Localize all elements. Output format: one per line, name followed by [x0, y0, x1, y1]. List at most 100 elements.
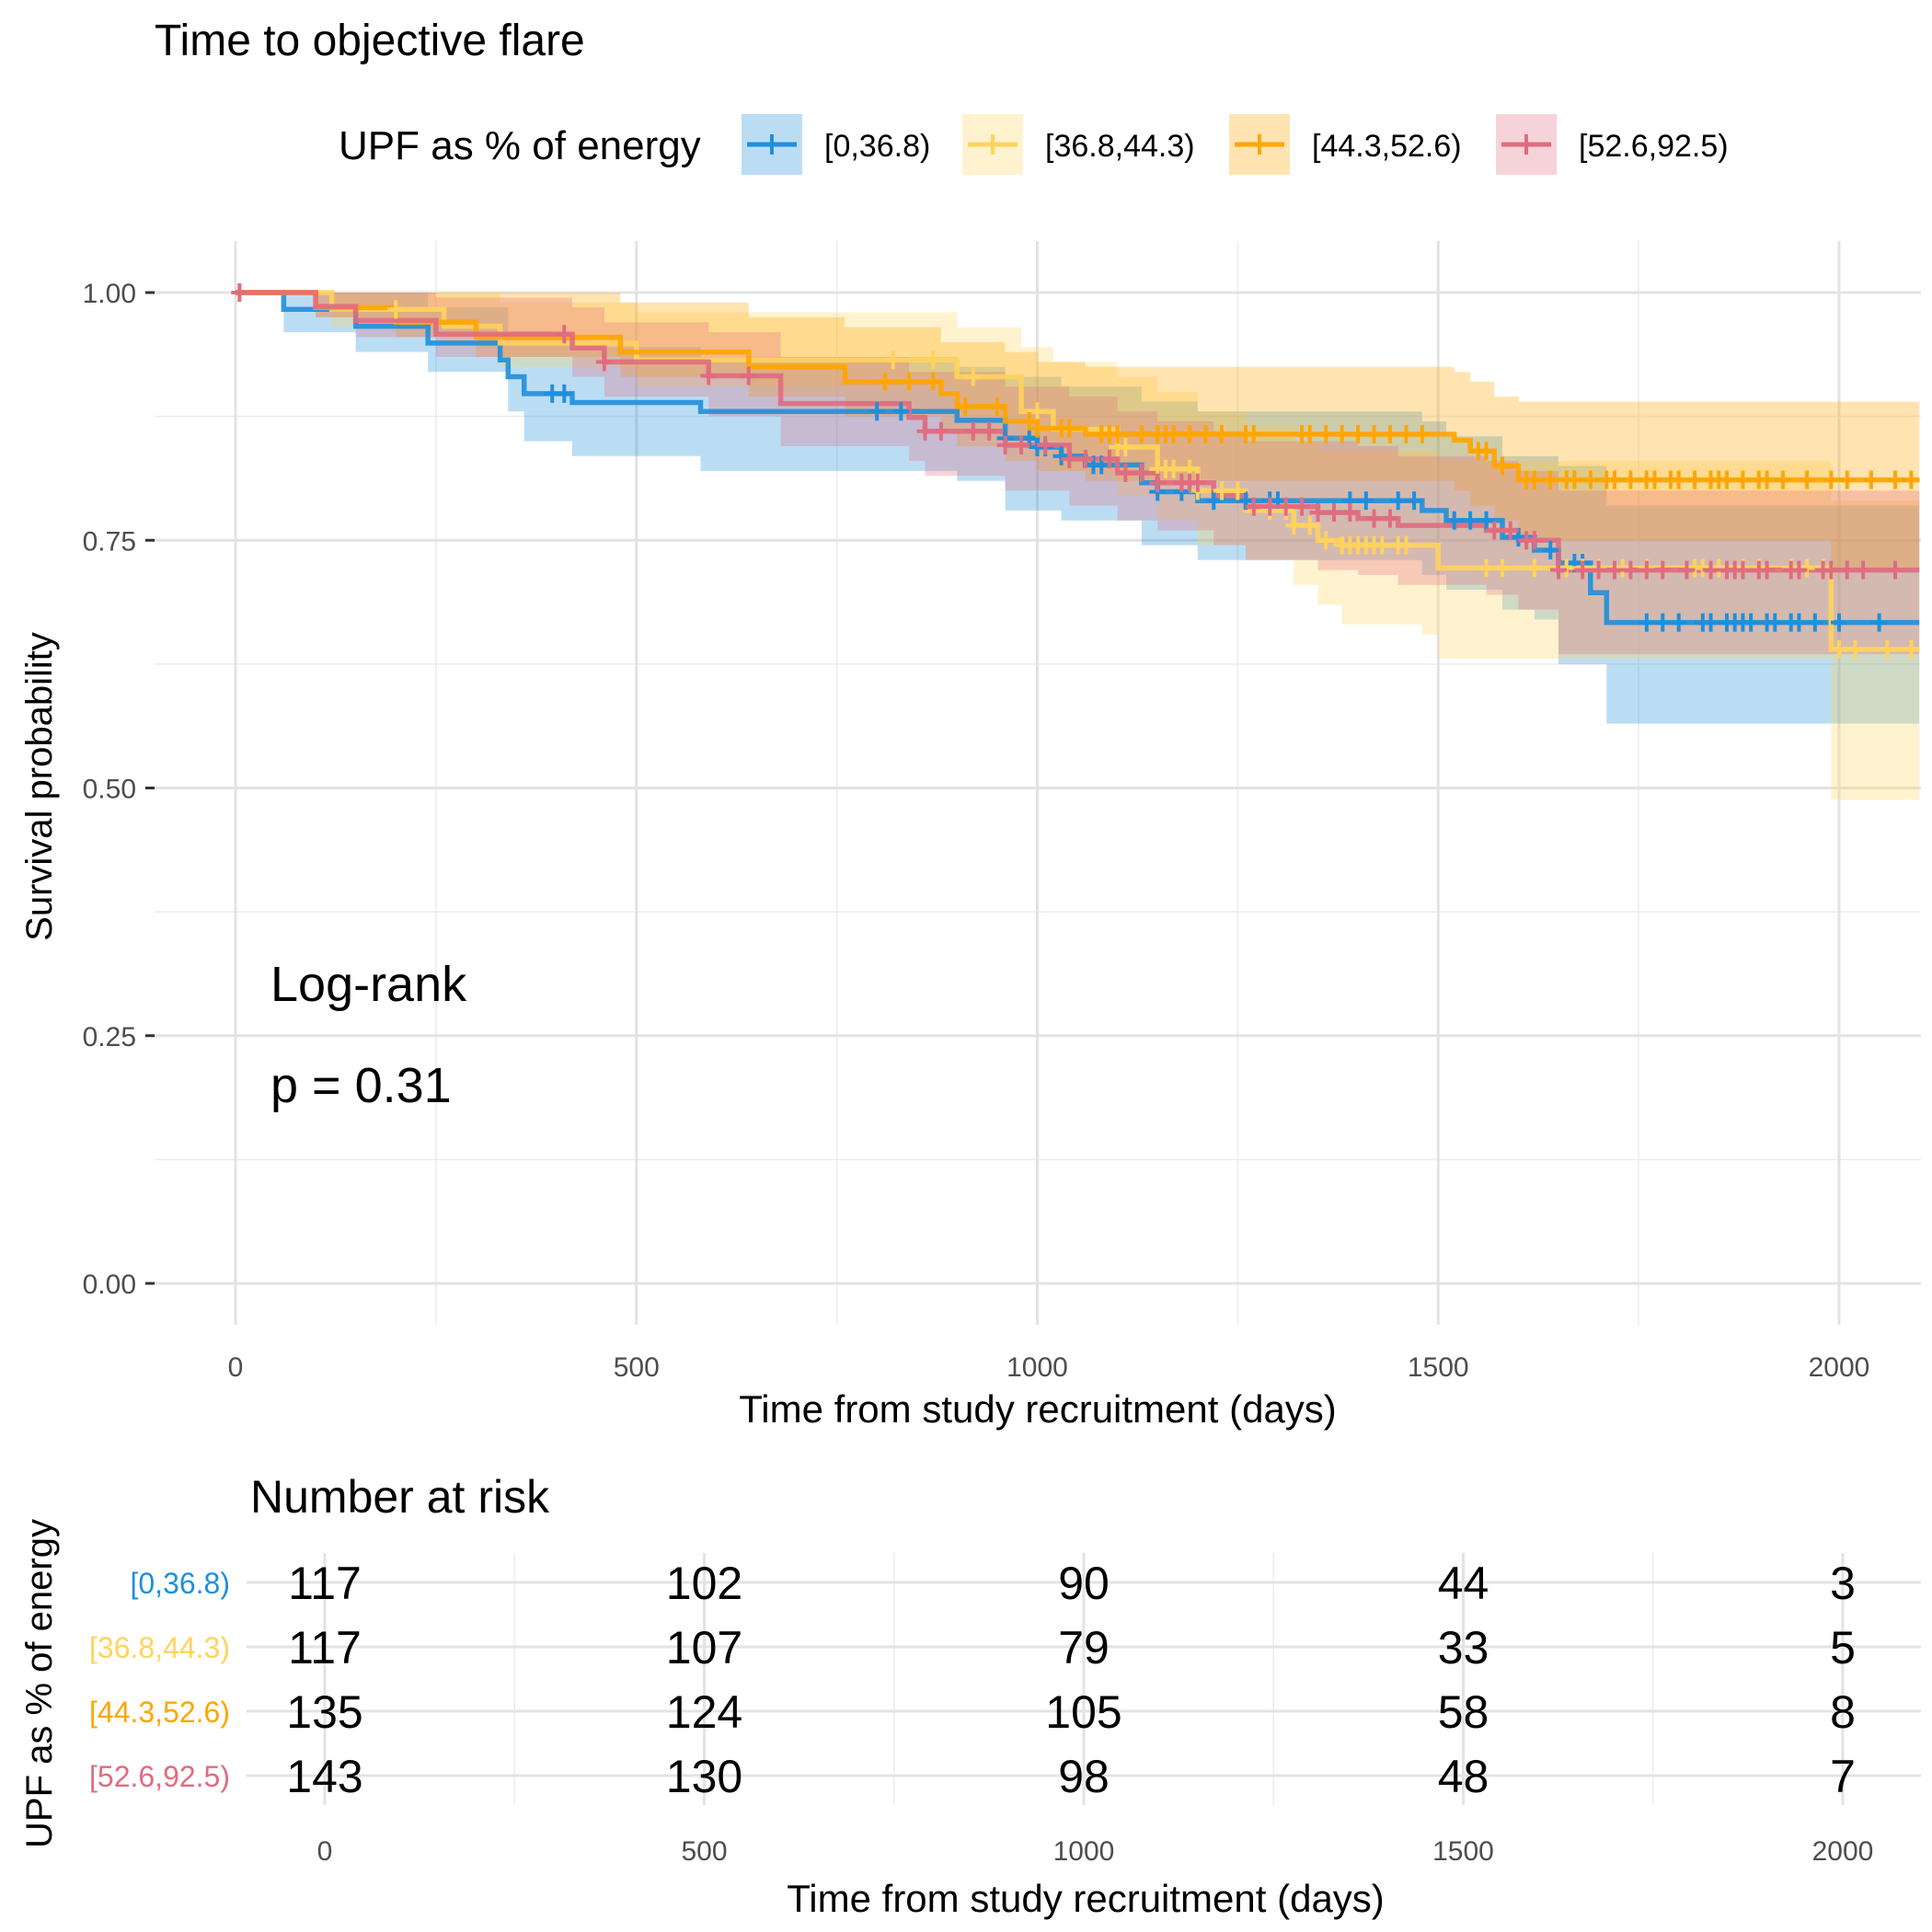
- censor-mark-52-6-92-5: [1758, 560, 1776, 580]
- risk-count-52-6-92-5: 98: [1058, 1751, 1110, 1802]
- censor-mark-44-3-52-6: [1029, 419, 1046, 438]
- censor-mark-0-36-8: [1478, 511, 1495, 530]
- censor-mark-52-6-92-5: [1133, 464, 1150, 483]
- censor-mark-52-6-92-5: [981, 421, 998, 441]
- risk-x-tick-label: 1500: [1432, 1836, 1494, 1867]
- risk-count-44-3-52-6: 124: [666, 1686, 742, 1738]
- censor-mark-52-6-92-5: [916, 421, 934, 441]
- censor-mark-52-6-92-5: [1823, 560, 1840, 580]
- censor-mark-52-6-92-5: [1549, 560, 1567, 580]
- censor-mark-44-3-52-6: [1823, 470, 1840, 489]
- x-tick-label: 1500: [1408, 1352, 1469, 1383]
- y-tick-label: 0.25: [83, 1022, 136, 1052]
- risk-count-44-3-52-6: 105: [1045, 1686, 1121, 1738]
- legend-label-52-6-92-5: [52.6,92.5): [1579, 129, 1729, 164]
- risk-count-0-36-8: 44: [1438, 1558, 1489, 1609]
- censor-mark-52-6-92-5: [1341, 503, 1359, 523]
- censor-mark-52-6-92-5: [556, 325, 573, 344]
- censor-mark-44-3-52-6: [1350, 425, 1367, 444]
- risk-table-x-axis: 0 500 1000 1500 2000: [317, 1836, 1874, 1867]
- censor-mark-36-8-44-3: [1301, 516, 1318, 535]
- censor-mark-44-3-52-6: [1566, 470, 1583, 489]
- x-tick-label: 0: [228, 1352, 244, 1383]
- censor-mark-44-3-52-6: [1397, 425, 1415, 444]
- x-tick-label: 500: [614, 1352, 660, 1383]
- censor-mark-44-3-52-6: [901, 372, 918, 391]
- censor-mark-0-36-8: [892, 402, 910, 421]
- censor-mark-52-6-92-5: [1678, 560, 1696, 580]
- censor-mark-44-3-52-6: [1622, 470, 1639, 489]
- censor-mark-52-6-92-5: [932, 421, 949, 441]
- censor-mark-52-6-92-5: [1605, 560, 1623, 580]
- censor-mark-0-36-8: [556, 384, 573, 403]
- legend-key-0-36-8: [0,36.8): [742, 114, 930, 175]
- risk-row-label-44-3-52-6: [44.3,52.6): [89, 1696, 230, 1729]
- censor-mark-0-36-8: [1790, 613, 1808, 632]
- censor-mark-36-8-44-3: [1694, 558, 1711, 578]
- censor-mark-36-8-44-3: [1165, 459, 1182, 478]
- censor-mark-44-3-52-6: [1838, 470, 1856, 489]
- risk-table-cells: 117 102 90 44 3 117 107 79 33 5 135 124 105 58 8 143 130…: [286, 1558, 1856, 1802]
- censor-mark-52-6-92-5: [1037, 435, 1054, 454]
- censor-mark-0-36-8: [1357, 491, 1374, 511]
- legend-key-44-3-52-6: [44.3,52.6): [1229, 114, 1462, 175]
- censor-mark-36-8-44-3: [1525, 558, 1543, 578]
- censor-mark-44-3-52-6: [1317, 425, 1335, 444]
- censor-marks: [231, 283, 1920, 659]
- censor-mark-44-3-52-6: [1493, 456, 1511, 476]
- censor-mark-52-6-92-5: [1100, 449, 1118, 468]
- censor-mark-52-6-92-5: [1013, 435, 1030, 454]
- censor-mark-44-3-52-6: [1133, 425, 1150, 444]
- censor-mark-44-3-52-6: [1646, 470, 1663, 489]
- censor-mark-36-8-44-3: [1846, 639, 1864, 659]
- risk-count-36-8-44-3: 107: [666, 1622, 742, 1673]
- censor-mark-36-8-44-3: [1478, 558, 1495, 578]
- censor-mark-0-36-8: [1638, 613, 1655, 632]
- legend-key-36-8-44-3: [36.8,44.3): [962, 114, 1195, 175]
- censor-mark-44-3-52-6: [1381, 425, 1398, 444]
- censor-mark-52-6-92-5: [1076, 449, 1094, 468]
- censor-mark-36-8-44-3: [1285, 516, 1303, 535]
- censor-mark-0-36-8: [1542, 541, 1559, 560]
- censor-mark-44-3-52-6: [1365, 425, 1383, 444]
- censor-mark-36-8-44-3: [884, 351, 902, 370]
- censor-mark-44-3-52-6: [876, 372, 893, 391]
- legend-label-0-36-8: [0,36.8): [824, 129, 930, 164]
- censor-mark-52-6-92-5: [1325, 503, 1342, 523]
- censor-mark-36-8-44-3: [1397, 535, 1415, 555]
- risk-count-36-8-44-3: 33: [1438, 1622, 1489, 1673]
- censor-mark-44-3-52-6: [1181, 425, 1199, 444]
- censor-mark-52-6-92-5: [1887, 560, 1904, 580]
- censor-mark-36-8-44-3: [1493, 558, 1511, 578]
- censor-mark-44-3-52-6: [1581, 470, 1599, 489]
- censor-mark-0-36-8: [1445, 511, 1463, 530]
- ci-band-36-8-44-3: [236, 293, 1920, 800]
- y-tick-label: 0.75: [83, 526, 136, 557]
- censor-mark-36-8-44-3: [1117, 438, 1134, 457]
- censor-mark-0-36-8: [1670, 613, 1687, 632]
- x-tick-label: 1000: [1006, 1352, 1068, 1383]
- censor-mark-36-8-44-3: [1799, 558, 1816, 578]
- legend-label-44-3-52-6: [44.3,52.6): [1312, 129, 1462, 164]
- x-axis-label: Time from study recruitment (days): [739, 1387, 1337, 1431]
- censor-mark-44-3-52-6: [1165, 425, 1182, 444]
- censor-mark-52-6-92-5: [1501, 521, 1519, 540]
- censor-mark-36-8-44-3: [1614, 558, 1631, 578]
- censor-mark-52-6-92-5: [1654, 560, 1672, 580]
- risk-count-0-36-8: 117: [288, 1558, 362, 1609]
- censor-mark-36-8-44-3: [387, 300, 405, 319]
- censor-mark-52-6-92-5: [1381, 509, 1398, 528]
- censor-mark-52-6-92-5: [1294, 497, 1311, 516]
- censor-mark-36-8-44-3: [1317, 531, 1335, 550]
- censor-mark-44-3-52-6: [1605, 470, 1623, 489]
- risk-count-52-6-92-5: 130: [666, 1751, 742, 1802]
- risk-table-row-labels: [0,36.8) [36.8,44.3) [44.3,52.6) [52.6,92.5…: [89, 1567, 230, 1793]
- censor-mark-52-6-92-5: [1149, 473, 1167, 492]
- censor-mark-52-6-92-5: [1838, 560, 1856, 580]
- censor-mark-36-8-44-3: [964, 367, 982, 386]
- survival-curve-36-8-44-3: [236, 290, 1920, 652]
- censor-mark-44-3-52-6: [988, 397, 1006, 416]
- y-axis-label: Survival probability: [19, 632, 60, 941]
- censor-mark-52-6-92-5: [740, 366, 757, 385]
